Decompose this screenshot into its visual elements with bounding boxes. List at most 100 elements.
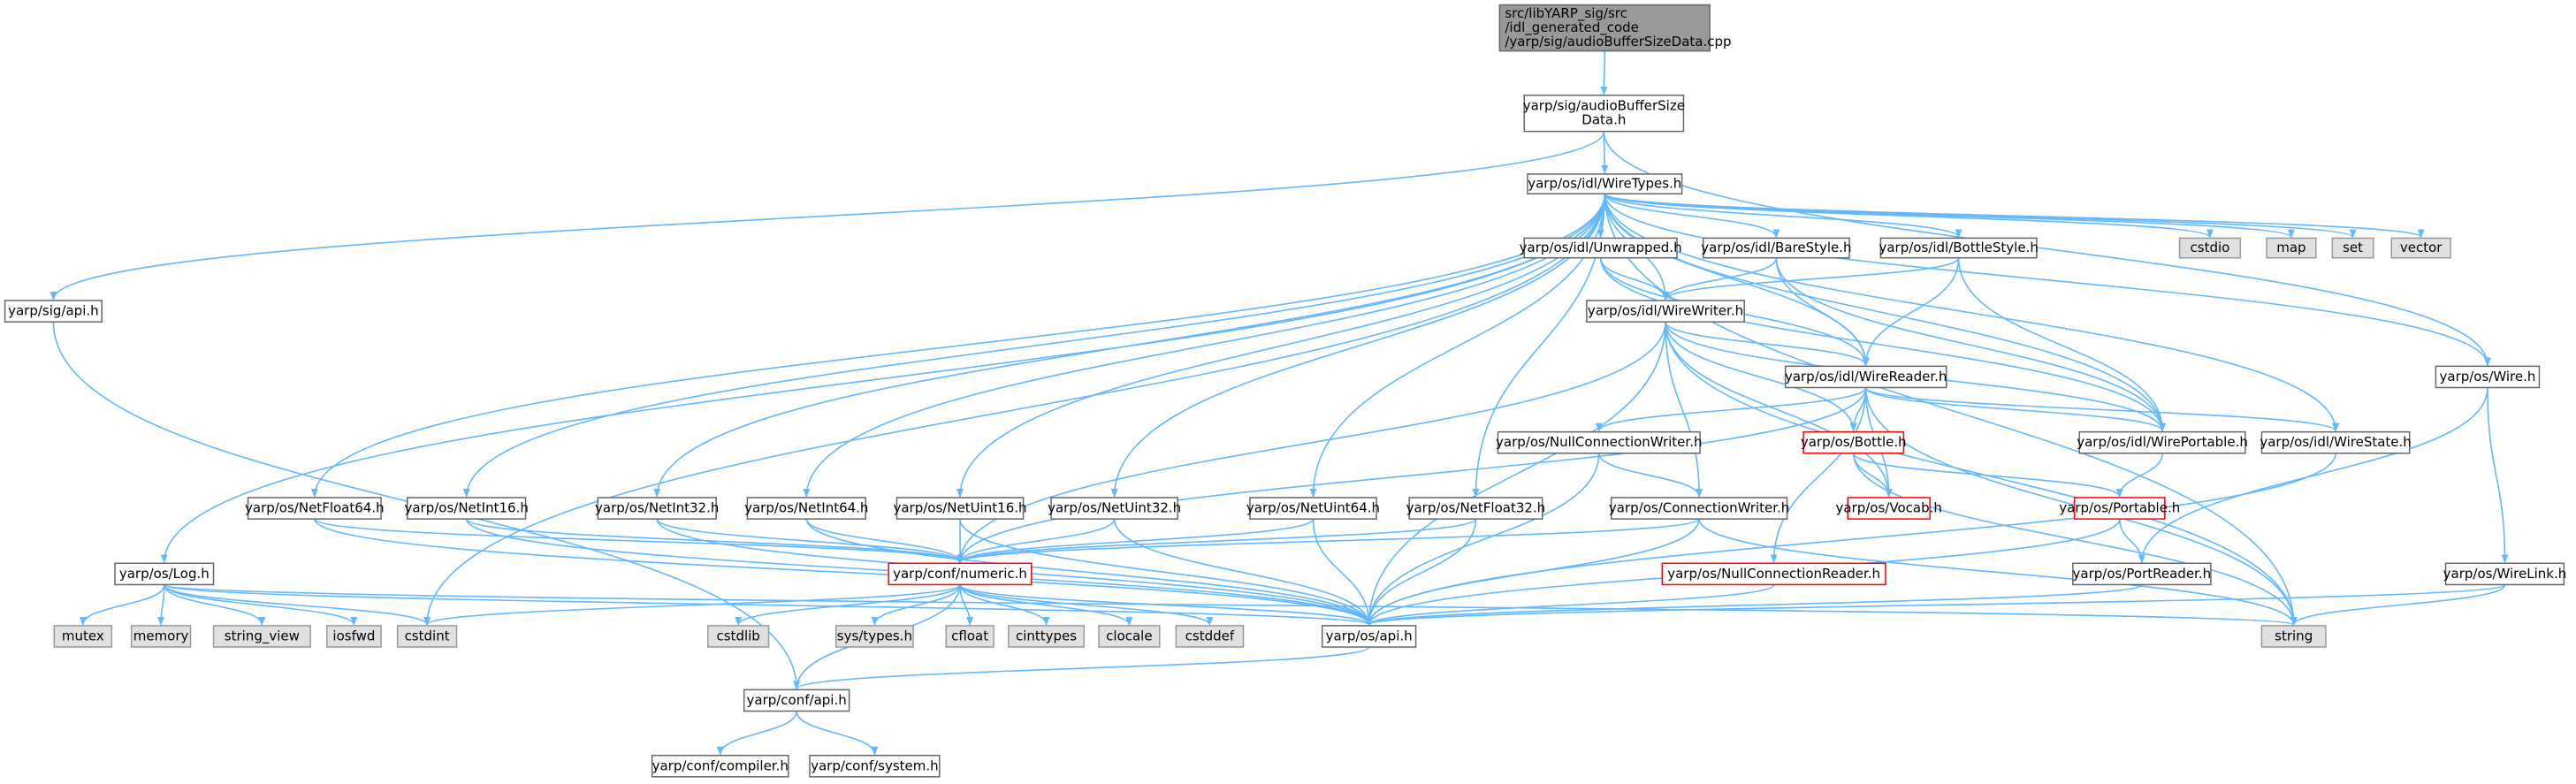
node-box <box>2266 237 2317 259</box>
node-box <box>2390 237 2451 259</box>
file-node: src/libYARP_sig/src/idl_generated_code/y… <box>1498 4 1732 52</box>
dependency-edge <box>1665 322 1893 498</box>
file-node: set <box>2331 237 2374 259</box>
file-node: cfloat <box>945 625 995 648</box>
node-label: yarp/os/idl/WireTypes.h <box>1528 176 1681 192</box>
node-label: yarp/os/PortReader.h <box>2073 566 2212 582</box>
dependency-edge <box>959 584 1050 626</box>
node-label: yarp/os/NullConnectionWriter.h <box>1496 434 1702 450</box>
file-node: yarp/os/NetFloat32.h <box>1406 497 1546 520</box>
file-node: sys/types.h <box>835 625 914 648</box>
dependency-edge <box>1604 194 1870 367</box>
dependency-edge <box>310 194 1606 498</box>
file-node: yarp/conf/api.h <box>743 689 850 712</box>
node-label: yarp/os/ConnectionWriter.h <box>1609 500 1789 516</box>
dependency-edge <box>1957 257 2167 432</box>
node-label: yarp/os/NetInt32.h <box>595 500 719 516</box>
node-box <box>53 625 113 648</box>
dependency-edge <box>956 387 1867 564</box>
node-box <box>1408 497 1543 520</box>
dependency-edge <box>50 131 1605 301</box>
file-node: yarp/sig/audioBufferSizeData.h <box>1523 95 1685 133</box>
nodes: src/libYARP_sig/src/idl_generated_code/y… <box>4 4 2566 778</box>
node-box <box>1527 173 1683 194</box>
node-box <box>2435 365 2541 389</box>
node-label: yarp/os/NetInt16.h <box>404 500 528 516</box>
node-label: iosfwd <box>332 628 375 643</box>
dependency-edge <box>1862 257 1960 367</box>
dependency-edge <box>1662 257 1960 301</box>
dependency-edge <box>959 584 974 626</box>
dependency-edge <box>1604 193 1780 239</box>
node-label: yarp/os/NetInt64.h <box>744 500 868 516</box>
node-box <box>1702 237 1850 259</box>
node-box <box>1050 497 1178 520</box>
file-node: yarp/os/NetUint64.h <box>1246 497 1380 520</box>
dependency-edge <box>79 584 165 626</box>
node-label: cinttypes <box>1016 628 1077 643</box>
file-node: cstdlib <box>707 625 770 648</box>
node-label: yarp/conf/numeric.h <box>893 566 1027 582</box>
node-label: yarp/sig/audioBufferSize <box>1523 98 1685 114</box>
dependency-edge <box>423 194 1606 626</box>
node-box <box>1847 497 1931 520</box>
dependency-edge <box>1604 193 2425 239</box>
dependency-edge <box>1365 519 1700 626</box>
dependency-edge <box>956 518 1315 564</box>
node-label: vector <box>2400 240 2443 255</box>
file-node: yarp/os/NullConnectionReader.h <box>1661 562 1886 586</box>
node-label: yarp/os/NetFloat32.h <box>1406 500 1546 516</box>
dependency-edge <box>1662 257 1778 301</box>
node-box <box>1586 300 1745 323</box>
file-node: yarp/os/NetFloat64.h <box>245 497 385 520</box>
dependency-edge <box>314 518 1373 626</box>
dependency-edge <box>465 518 964 564</box>
node-label: mutex <box>62 628 104 643</box>
node-box <box>809 754 941 778</box>
dependency-edge <box>1604 194 2298 626</box>
node-box <box>888 562 1033 586</box>
dependency-edge <box>959 583 1373 626</box>
file-node: yarp/os/idl/BottleStyle.h <box>1879 237 2039 259</box>
node-box <box>743 689 850 712</box>
dependency-edge <box>1665 322 2298 626</box>
node-label: /idl_generated_code <box>1505 19 1639 36</box>
dependency-edge <box>956 518 1477 564</box>
dependency-edge <box>1864 386 2339 432</box>
node-label: yarp/os/Wire.h <box>2440 369 2536 384</box>
file-node: vector <box>2390 237 2451 259</box>
file-node: yarp/os/Bottle.h <box>1801 430 1907 454</box>
node-box <box>2331 237 2374 259</box>
file-node: yarp/os/idl/WireState.h <box>2260 430 2412 454</box>
dependency-edge <box>1864 387 2166 432</box>
node-box <box>1098 625 1161 648</box>
dependency-edge <box>2487 387 2509 564</box>
node-label: yarp/os/NetUint32.h <box>1048 500 1181 516</box>
dependency-edge <box>164 584 266 626</box>
dependency-edge <box>1604 193 2214 239</box>
node-label: cstddef <box>1185 628 1235 643</box>
file-node: yarp/os/idl/WireReader.h <box>1784 365 1947 389</box>
file-node: yarp/os/NetInt64.h <box>744 497 868 520</box>
node-box <box>2073 497 2166 520</box>
file-node: yarp/os/idl/BareStyle.h <box>1701 237 1852 259</box>
file-node: yarp/os/Portable.h <box>2059 497 2180 520</box>
node-label: yarp/os/NetUint16.h <box>893 500 1026 516</box>
node-label: yarp/os/api.h <box>1326 628 1413 643</box>
node-box <box>1498 4 1711 52</box>
node-box <box>1802 430 1905 454</box>
file-node: yarp/os/NetUint16.h <box>893 497 1027 520</box>
edges <box>50 50 2509 756</box>
dependency-edge <box>1312 519 1373 626</box>
file-node: map <box>2266 237 2317 259</box>
dependency-edge <box>956 518 1116 564</box>
dependency-edge <box>1770 387 1867 564</box>
dependency-edge <box>871 584 961 626</box>
node-box <box>2260 625 2327 648</box>
node-box <box>1784 365 1947 389</box>
dependency-edge <box>656 518 964 564</box>
node-box <box>396 625 458 648</box>
node-box <box>945 625 995 648</box>
file-node: yarp/os/idl/Unwrapped.h <box>1520 237 1682 259</box>
file-node: yarp/os/Vocab.h <box>1836 497 1942 520</box>
